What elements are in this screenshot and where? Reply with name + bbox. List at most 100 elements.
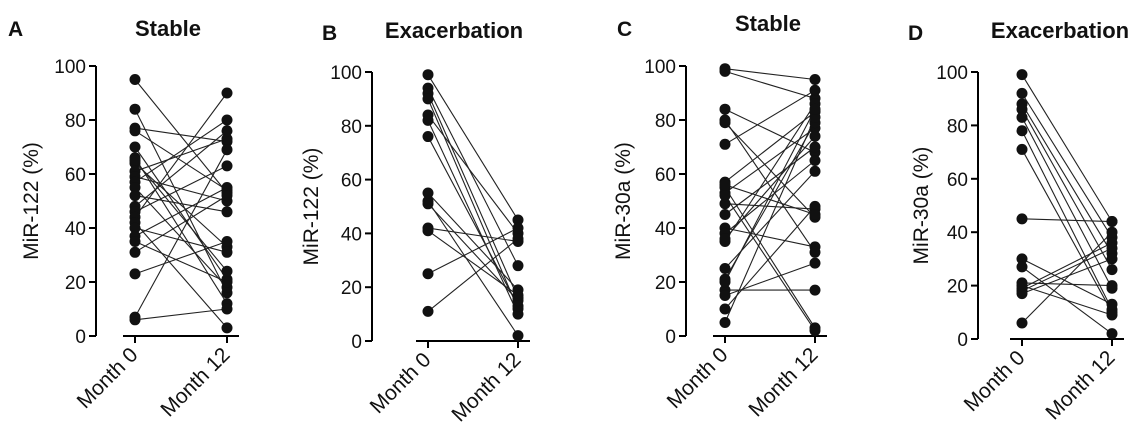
data-point-month-12	[221, 246, 233, 258]
data-point-month-12	[221, 303, 233, 315]
data-point-month-0	[422, 305, 434, 317]
data-point-month-0	[129, 222, 141, 234]
data-point-month-12	[221, 87, 233, 99]
subject-line	[427, 114, 519, 234]
data-point-month-12	[809, 246, 821, 258]
data-point-month-12	[512, 233, 524, 245]
data-point-month-0	[719, 138, 731, 150]
data-point-month-0	[719, 114, 731, 126]
data-point-month-0	[129, 314, 141, 326]
data-point-month-12	[809, 200, 821, 212]
y-tick-label: 40	[65, 219, 86, 240]
y-axis-label: MiR-122 (%)	[300, 148, 323, 266]
y-axis-label: MiR-122 (%)	[20, 142, 43, 260]
subject-line	[724, 68, 816, 81]
data-point-month-12	[512, 289, 524, 301]
data-point-month-12	[1106, 309, 1118, 321]
y-tick-label: 60	[947, 170, 968, 191]
panel-label: C	[617, 18, 632, 41]
y-tick-label: 0	[351, 332, 362, 353]
subject-line	[724, 119, 816, 253]
subject-line	[724, 127, 816, 194]
data-point-month-12	[1106, 280, 1118, 292]
data-point-month-12	[1106, 253, 1118, 265]
data-point-month-12	[809, 165, 821, 177]
subject-line	[1021, 109, 1113, 270]
subject-line	[134, 157, 228, 304]
data-point-month-12	[221, 236, 233, 247]
data-point-month-0	[1016, 69, 1028, 81]
subject-line	[724, 108, 816, 283]
panel-label: D	[908, 22, 923, 45]
data-point-month-0	[129, 141, 141, 153]
data-point-month-0	[719, 103, 731, 115]
data-point-month-0	[1016, 87, 1028, 99]
x-category-label: Month 12	[156, 343, 234, 421]
subject-line	[134, 195, 228, 213]
subject-line	[134, 149, 228, 318]
subject-line	[724, 111, 816, 183]
subject-line	[1021, 247, 1113, 292]
data-point-month-12	[809, 325, 821, 337]
panel-title: Exacerbation	[991, 18, 1129, 43]
subject-line	[1021, 74, 1113, 222]
panel-title: Stable	[735, 11, 801, 36]
subject-line	[1021, 117, 1113, 289]
data-point-month-12	[809, 103, 821, 115]
panel-label: A	[8, 18, 23, 41]
data-point-month-12	[512, 260, 524, 272]
data-point-month-12	[1106, 328, 1118, 340]
panel-c: C Stable MiR-30a (%) 0 20 40 60 80 100 Month 0 Mon…	[612, 11, 827, 421]
data-point-month-0	[129, 268, 141, 280]
y-tick-label: 20	[65, 273, 86, 294]
data-point-month-0	[719, 303, 731, 315]
data-point-month-0	[1016, 261, 1028, 273]
data-point-month-0	[129, 103, 141, 115]
y-tick-label: 60	[65, 165, 86, 186]
panel-d: D Exacerbation MiR-30a (%) 0 20 40 60 80 100 Mont…	[908, 18, 1129, 424]
subject-line	[427, 227, 519, 243]
subject-line	[724, 262, 816, 297]
data-point-month-12	[809, 141, 821, 153]
subject-line	[724, 135, 816, 240]
y-tick-label: 80	[341, 117, 362, 138]
y-tick-label: 0	[957, 330, 968, 351]
data-point-month-12	[512, 222, 524, 234]
data-point-month-0	[422, 93, 434, 105]
subject-line	[134, 127, 228, 143]
data-point-month-0	[719, 190, 731, 202]
data-point-month-12	[809, 84, 821, 96]
data-point-month-12	[1106, 242, 1118, 254]
data-point-month-0	[719, 233, 731, 245]
panel-b: B Exacerbation MiR-122 (%) 0 20 40 60 80 100 Mont…	[300, 18, 530, 426]
data-point-month-0	[129, 236, 141, 247]
data-point-month-0	[129, 155, 141, 166]
y-tick-label: 0	[75, 327, 86, 348]
subject-line	[134, 187, 228, 288]
data-point-month-0	[1016, 253, 1028, 265]
x-category-label: Month 0	[960, 346, 1030, 416]
data-point-month-0	[422, 268, 434, 280]
subject-line	[427, 200, 519, 336]
y-tick-label: 40	[655, 219, 676, 240]
data-point-month-12	[809, 111, 821, 123]
y-tick-label: 100	[54, 57, 86, 78]
subject-line	[724, 122, 816, 218]
subject-line	[427, 136, 519, 307]
subject-line	[427, 74, 519, 221]
data-point-month-12	[809, 209, 821, 220]
subject-line	[724, 184, 816, 216]
subject-line	[134, 227, 228, 253]
data-point-month-0	[719, 263, 731, 274]
data-point-month-12	[221, 276, 233, 288]
y-tick-label: 20	[947, 277, 968, 298]
data-point-month-12	[221, 190, 233, 202]
subject-line	[427, 93, 519, 299]
data-point-month-12	[221, 182, 233, 193]
subject-line	[1021, 285, 1113, 316]
data-point-month-0	[422, 225, 434, 237]
subject-line	[1021, 93, 1113, 238]
subject-line	[724, 195, 816, 331]
data-point-month-0	[1016, 111, 1028, 123]
